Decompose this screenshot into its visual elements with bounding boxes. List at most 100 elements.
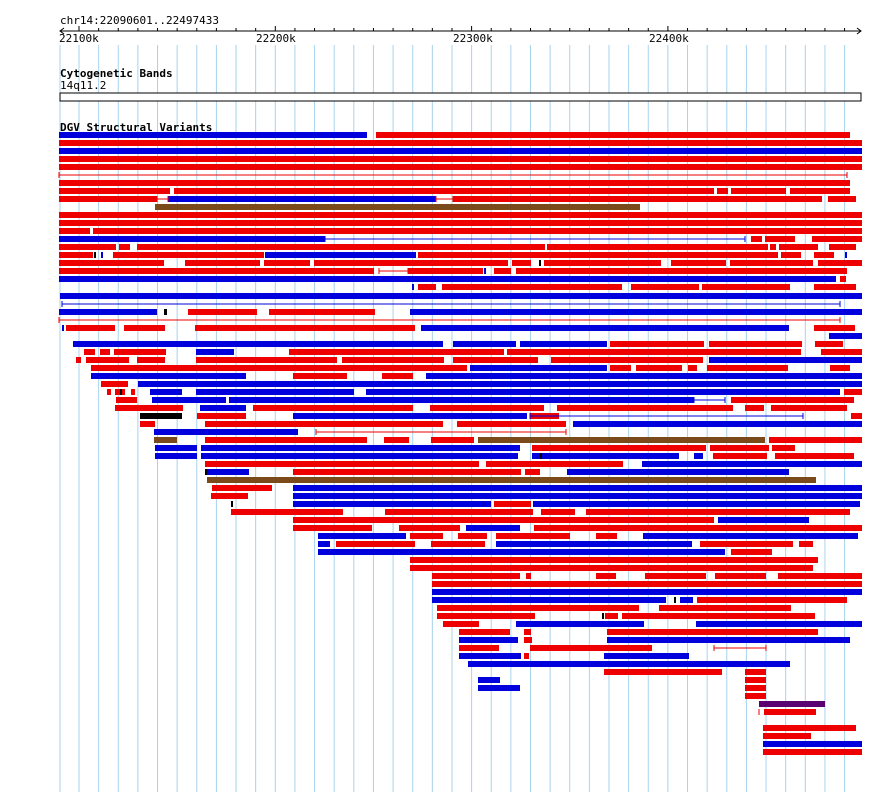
variant-feature (478, 437, 765, 443)
variant-feature (443, 621, 479, 627)
variant-feature (830, 365, 850, 371)
variant-feature (828, 196, 856, 202)
variant-feature (636, 365, 682, 371)
variant-feature (60, 293, 862, 299)
variant-feature (496, 541, 692, 547)
variant-feature (384, 437, 409, 443)
variant-feature (200, 405, 246, 411)
variant-feature (314, 260, 508, 266)
cytoband-bar (59, 92, 862, 102)
variant-feature (59, 132, 367, 138)
dgv-track-title: DGV Structural Variants (60, 121, 213, 134)
ruler-tick-label: 22400k (649, 32, 689, 45)
variant-feature (116, 397, 137, 403)
variant-feature (84, 349, 95, 355)
variant-feature (524, 637, 532, 643)
variant-feature (382, 373, 413, 379)
variant-feature (59, 148, 862, 154)
variant-feature (93, 228, 862, 234)
variant-marker (845, 252, 847, 258)
variant-feature (709, 341, 802, 347)
variant-feature (229, 397, 694, 403)
variant-feature (114, 349, 166, 355)
variant-feature (336, 541, 415, 547)
variant-feature (507, 349, 801, 355)
variant-feature (604, 669, 722, 675)
variant-feature (567, 469, 789, 475)
variant-feature (293, 517, 714, 523)
variant-feature (168, 196, 436, 202)
variant-feature (201, 445, 520, 451)
variant-feature (814, 284, 856, 290)
variant-feature (421, 325, 789, 331)
variant-feature (524, 629, 531, 635)
variant-feature (645, 573, 706, 579)
variant-feature (525, 469, 540, 475)
variant-feature (269, 309, 375, 315)
variant-feature (532, 453, 679, 459)
variant-feature (596, 573, 616, 579)
variant-feature (201, 453, 518, 459)
variant-feature (458, 533, 487, 539)
variant-feature (751, 236, 762, 242)
variant-feature (59, 156, 862, 162)
variant-feature (763, 733, 811, 739)
variant-feature (195, 325, 415, 331)
variant-marker (602, 613, 604, 619)
variant-feature (318, 549, 725, 555)
variant-feature (765, 236, 795, 242)
variant-feature (197, 413, 246, 419)
variant-feature (154, 437, 177, 443)
variant-feature (459, 645, 499, 651)
variant-feature (680, 597, 693, 603)
variant-feature (745, 405, 764, 411)
variant-feature (730, 260, 813, 266)
variant-feature (520, 341, 607, 347)
variant-feature (775, 453, 854, 459)
variant-feature (131, 389, 135, 395)
variant-feature (745, 669, 766, 675)
variant-feature (557, 405, 733, 411)
variant-marker (165, 309, 167, 315)
variant-marker (539, 260, 541, 266)
variant-marker (120, 389, 122, 395)
variant-feature (453, 341, 516, 347)
variant-feature (745, 685, 766, 691)
variant-marker (484, 268, 486, 274)
variant-feature (453, 196, 822, 202)
variant-feature (494, 501, 531, 507)
variant-feature (113, 252, 264, 258)
variant-feature (772, 445, 795, 451)
variant-feature (366, 389, 840, 395)
variant-feature (541, 509, 575, 515)
variant-feature (293, 469, 521, 475)
variant-feature (265, 252, 416, 258)
variant-feature (196, 349, 234, 355)
variant-feature (59, 140, 862, 146)
variant-feature (76, 357, 81, 363)
variant-feature (815, 341, 843, 347)
variant-feature (659, 605, 791, 611)
variant-feature (532, 445, 706, 451)
variant-feature (459, 637, 518, 643)
variant-feature (533, 501, 860, 507)
variant-feature (73, 341, 443, 347)
variant-feature (818, 260, 862, 266)
variant-feature (426, 373, 862, 379)
variant-feature (731, 549, 772, 555)
variant-marker (674, 597, 676, 603)
variant-feature (293, 525, 372, 531)
variant-feature (642, 461, 862, 467)
variant-feature (59, 260, 164, 266)
variant-feature (604, 653, 689, 659)
variant-feature (289, 349, 504, 355)
variant-feature (140, 413, 182, 419)
variant-marker (62, 325, 64, 331)
variant-feature (790, 188, 850, 194)
variant-marker (412, 284, 414, 290)
variant-feature (770, 244, 776, 250)
variant-feature (410, 533, 443, 539)
ruler-tick-label: 22200k (256, 32, 296, 45)
variant-feature (534, 525, 862, 531)
